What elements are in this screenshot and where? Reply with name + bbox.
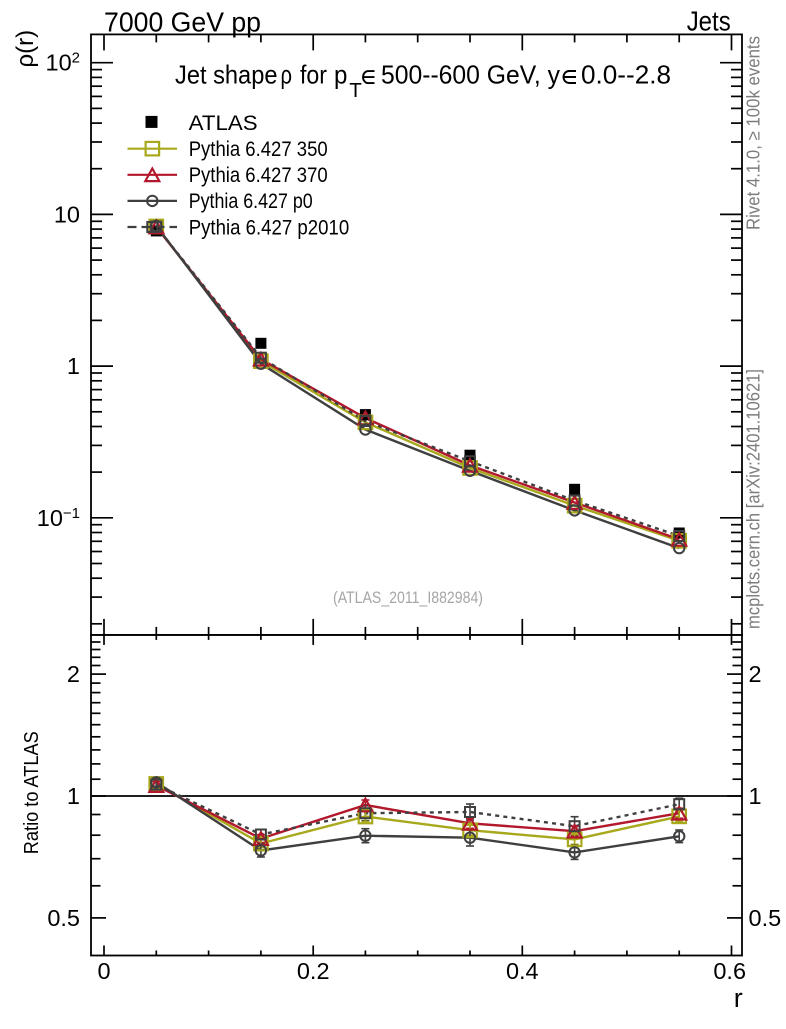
svg-text:mcplots.cern.ch [arXiv:2401.10: mcplots.cern.ch [arXiv:2401.10621]	[744, 369, 764, 629]
svg-text:1: 1	[749, 783, 762, 809]
svg-text:7000 GeV pp: 7000 GeV pp	[104, 7, 261, 38]
svg-text:0.4: 0.4	[506, 958, 539, 984]
svg-text:T: T	[349, 80, 362, 102]
svg-text:Jet shape: Jet shape	[175, 59, 278, 89]
svg-text:Ratio to ATLAS: Ratio to ATLAS	[20, 731, 43, 854]
svg-text:Pythia 6.427 350: Pythia 6.427 350	[189, 137, 328, 161]
svg-text:Pythia 6.427 p0: Pythia 6.427 p0	[189, 189, 313, 213]
svg-text:r: r	[734, 983, 743, 1013]
svg-text:p: p	[334, 59, 347, 89]
svg-text:1: 1	[67, 783, 80, 809]
svg-text:0.0--2.8: 0.0--2.8	[581, 59, 671, 89]
svg-text:Pythia 6.427 p2010: Pythia 6.427 p2010	[189, 215, 350, 239]
svg-text:500--600 GeV, y: 500--600 GeV, y	[381, 59, 560, 89]
svg-text:(ATLAS_2011_I882984): (ATLAS_2011_I882984)	[333, 589, 483, 607]
svg-text:2: 2	[67, 661, 80, 687]
svg-text:Rivet 4.1.0, ≥ 100k events: Rivet 4.1.0, ≥ 100k events	[744, 36, 764, 230]
svg-text:for: for	[300, 59, 327, 89]
svg-text:Pythia 6.427 370: Pythia 6.427 370	[189, 163, 328, 187]
svg-text:0.5: 0.5	[749, 905, 782, 931]
svg-text:ρ(r): ρ(r)	[12, 30, 39, 68]
svg-text:Jets: Jets	[687, 5, 731, 36]
svg-text:0: 0	[97, 958, 110, 984]
svg-text:10: 10	[54, 201, 80, 227]
svg-text:0.6: 0.6	[713, 958, 746, 984]
svg-text:ATLAS: ATLAS	[189, 111, 258, 135]
svg-text:ρ: ρ	[281, 59, 293, 89]
svg-text:1: 1	[67, 353, 80, 379]
svg-text:0.2: 0.2	[297, 958, 330, 984]
svg-text:2: 2	[749, 661, 762, 687]
svg-text:0.5: 0.5	[47, 905, 80, 931]
svg-text:10−1: 10−1	[37, 505, 80, 531]
